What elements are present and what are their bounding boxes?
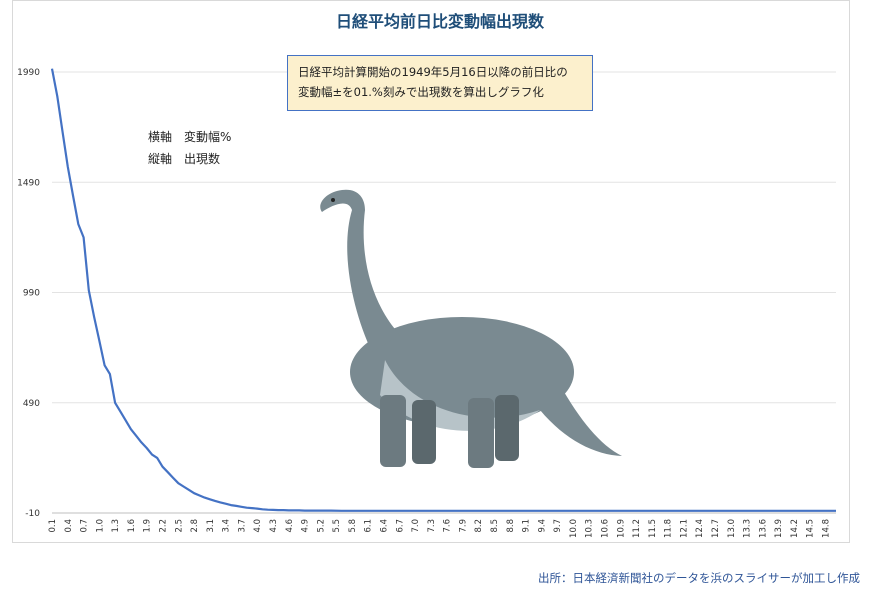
x-tick-label: 11.8 (664, 519, 674, 538)
x-axis-ticks: 0.1 0.4 0.7 1.0 1.3 1.6 1.9 2.2 2.5 2.8 3.1 3.4 3.7 4… (48, 519, 831, 538)
x-tick-label: 13.9 (774, 519, 784, 538)
grid-lines (52, 71, 836, 514)
x-tick-label: 3.4 (222, 519, 232, 533)
x-tick-label: 1.0 (95, 519, 105, 533)
x-tick-label: 1.9 (143, 519, 153, 533)
x-tick-label: 6.1 (364, 519, 374, 533)
x-tick-label: 6.4 (379, 519, 389, 533)
x-tick-label: 7.6 (443, 519, 453, 533)
x-tick-label: 4.6 (285, 519, 295, 533)
x-tick-label: 4.9 (301, 519, 311, 533)
x-tick-label: 0.1 (48, 519, 58, 533)
x-tick-label: 0.7 (80, 519, 90, 533)
x-tick-label: 2.2 (158, 519, 168, 533)
note-line-1: 日経平均計算開始の1949年5月16日以降の前日比の (298, 65, 568, 79)
x-tick-label: 1.6 (127, 519, 137, 533)
x-tick-label: 7.3 (427, 519, 437, 533)
x-tick-label: 0.4 (64, 519, 74, 533)
source-note: 出所：日本経済新聞社のデータを浜のスライサーが加工し作成 (538, 571, 860, 585)
chart-title: 日経平均前日比変動幅出現数 (335, 12, 544, 31)
x-tick-label: 8.5 (490, 519, 500, 533)
x-tick-label: 10.0 (569, 519, 579, 538)
x-tick-label: 5.2 (316, 519, 326, 533)
x-tick-label: 9.4 (537, 519, 547, 533)
x-tick-label: 13.3 (743, 519, 753, 538)
x-tick-label: 10.3 (585, 519, 595, 538)
x-tick-label: 5.8 (348, 519, 358, 533)
x-tick-label: 4.0 (253, 519, 263, 533)
y-tick-label: 1490 (17, 178, 40, 188)
note-box: 日経平均計算開始の1949年5月16日以降の前日比の 変動幅±を01.%刻みで出… (287, 55, 593, 111)
x-tick-label: 14.2 (790, 519, 800, 538)
series-line (50, 68, 836, 512)
x-tick-label: 2.5 (174, 519, 184, 533)
x-tick-label: 10.6 (600, 519, 610, 538)
y-axis-legend: 縦軸 出現数 (148, 152, 221, 166)
x-tick-label: 5.5 (332, 519, 342, 533)
x-tick-label: 12.1 (679, 519, 689, 538)
y-axis-ticks: 1990 1490 990 490 -10 (17, 68, 40, 519)
x-tick-label: 9.7 (553, 519, 563, 533)
x-tick-label: 8.2 (474, 519, 484, 533)
y-tick-label: 990 (23, 289, 40, 299)
x-tick-label: 3.1 (206, 519, 216, 533)
x-tick-label: 2.8 (190, 519, 200, 533)
x-tick-label: 12.7 (711, 519, 721, 538)
note-line-2: 変動幅±を01.%刻みで出現数を算出しグラフ化 (298, 85, 544, 99)
y-tick-label: 490 (23, 399, 40, 409)
y-tick-label: 1990 (17, 68, 40, 78)
x-tick-label: 7.9 (458, 519, 468, 533)
x-tick-label: 9.1 (522, 519, 532, 533)
x-tick-label: 11.2 (632, 519, 642, 538)
dinosaur-illustration (320, 189, 622, 468)
x-tick-label: 3.7 (237, 519, 247, 533)
x-tick-label: 14.5 (806, 519, 816, 538)
x-tick-label: 8.8 (506, 519, 516, 533)
x-tick-label: 4.3 (269, 519, 279, 533)
x-tick-label: 11.5 (648, 519, 658, 538)
x-tick-label: 12.4 (695, 519, 705, 538)
x-tick-label: 6.7 (395, 519, 405, 533)
x-tick-label: 10.9 (616, 519, 626, 538)
y-tick-label: -10 (25, 509, 40, 519)
x-tick-label: 7.0 (411, 519, 421, 533)
x-axis-legend: 横軸 変動幅% (148, 130, 232, 144)
x-tick-label: 13.0 (727, 519, 737, 538)
x-tick-label: 14.8 (821, 519, 831, 538)
x-tick-label: 1.3 (111, 519, 121, 533)
x-tick-label: 13.6 (758, 519, 768, 538)
